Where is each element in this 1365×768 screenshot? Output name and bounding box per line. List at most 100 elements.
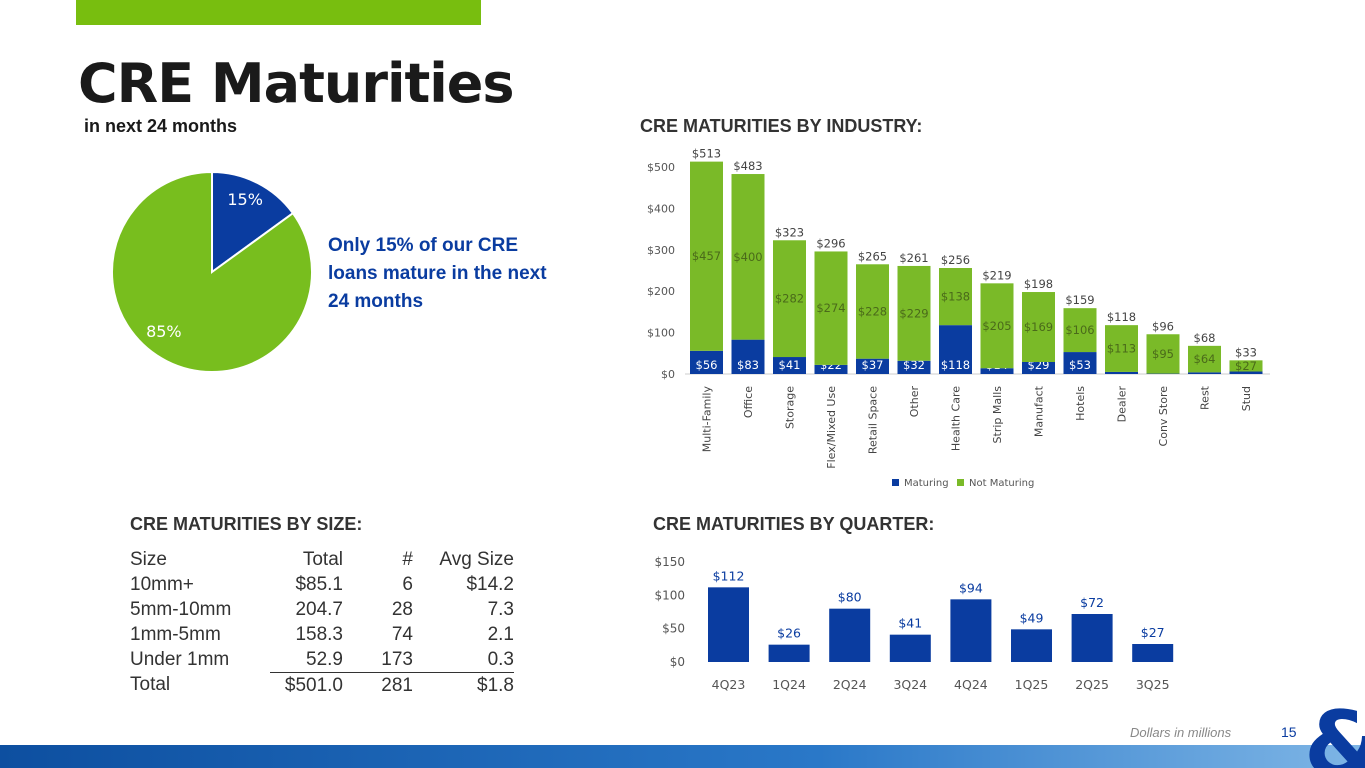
bar-maturing — [897, 360, 931, 374]
bar-value-label: $205 — [982, 319, 1011, 333]
pie-label: 15% — [227, 190, 263, 209]
bar-value-label: $282 — [775, 292, 804, 306]
x-tick-label: 3Q25 — [1136, 677, 1170, 692]
table-cell: 10mm+ — [130, 573, 194, 595]
y-tick-label: $0 — [670, 655, 685, 669]
x-tick-label: Retail Space — [867, 386, 880, 454]
table-cell: 2.1 — [487, 623, 514, 645]
bar-total-label: $33 — [1235, 345, 1257, 359]
bar-maturing — [939, 325, 972, 374]
bar-value-label: $169 — [1024, 320, 1053, 334]
bar-value-label: $26 — [777, 626, 801, 641]
table-cell: 281 — [381, 674, 413, 696]
bar-not-maturing — [1146, 334, 1180, 374]
bar — [889, 634, 931, 662]
x-tick-label: 4Q24 — [954, 677, 988, 692]
y-tick-label: $300 — [647, 244, 675, 257]
bar-maturing — [814, 364, 848, 374]
bar-total-label: $483 — [733, 159, 762, 173]
table-row: Total $501.0 281 $1.8 — [130, 673, 514, 699]
table-cell: 52.9 — [270, 647, 343, 673]
bar-value-label: $229 — [899, 306, 928, 320]
table-cell: 6 — [402, 573, 413, 595]
table-cell: $501.0 — [284, 674, 343, 696]
bar-not-maturing — [1229, 360, 1263, 372]
bar-not-maturing — [1188, 345, 1221, 373]
table-cell: 0.3 — [413, 647, 514, 673]
bar-value-label: $83 — [737, 358, 759, 372]
quarter-chart: $0 $50 $100 $150 $112 4Q23 $26 1Q24 $80 2Q24 $41 3Q… — [654, 555, 1174, 692]
legend-label: Not Maturing — [969, 478, 1034, 489]
bar-not-maturing — [856, 264, 889, 359]
bar — [768, 644, 810, 662]
bar-not-maturing — [814, 251, 848, 365]
bar-maturing — [773, 357, 806, 374]
bar-maturing — [690, 350, 723, 374]
x-tick-label: Other — [908, 386, 921, 418]
y-tick-label: $400 — [647, 202, 675, 215]
bar — [1011, 629, 1052, 662]
bar-total-label: $198 — [1024, 277, 1053, 291]
bar-value-label: $80 — [838, 590, 862, 605]
bar-not-maturing — [773, 240, 806, 358]
table-cell: $85.1 — [295, 573, 343, 595]
bar-value-label: $118 — [941, 358, 970, 372]
bar — [708, 587, 749, 662]
table-cell: 204.7 — [295, 598, 343, 620]
x-tick-label: Storage — [784, 386, 797, 429]
bar — [1071, 614, 1113, 662]
bar-maturing — [1188, 372, 1221, 374]
size-table: Size Total # Avg Size 10mm+ $85.1 6 $14.2 5m… — [130, 547, 514, 698]
table-row: 5mm-10mm 204.7 28 7.3 — [130, 597, 514, 622]
bar — [950, 599, 992, 662]
bar-not-maturing — [731, 174, 765, 340]
bar-not-maturing — [1022, 292, 1055, 362]
bar-maturing — [1105, 371, 1138, 374]
table-cell: Total — [130, 674, 171, 696]
x-tick-label: Rest — [1199, 385, 1212, 410]
bar-value-label: $64 — [1194, 352, 1216, 366]
x-tick-label: 2Q25 — [1075, 677, 1109, 692]
y-tick-label: $200 — [647, 285, 675, 298]
bar-total-label: $96 — [1152, 319, 1174, 333]
table-row: 1mm-5mm 158.3 74 2.1 — [130, 622, 514, 647]
y-tick-label: $500 — [647, 161, 675, 174]
bar-total-label: $265 — [858, 249, 887, 263]
industry-heading: CRE MATURITIES BY INDUSTRY: — [640, 116, 923, 136]
legend-swatch — [892, 479, 899, 486]
table-cell: 28 — [391, 598, 413, 620]
svg-text:&: & — [1304, 700, 1365, 768]
header-total: Total — [302, 548, 343, 570]
footnote: Dollars in millions — [1130, 725, 1232, 740]
bar-not-maturing — [690, 161, 723, 351]
table-cell: 158.3 — [295, 623, 343, 645]
page-number: 15 — [1281, 724, 1297, 740]
bar-total-label: $513 — [692, 147, 721, 161]
table-cell: 7.3 — [487, 598, 514, 620]
table-row: Under 1mm 52.9 173 0.3 — [130, 647, 514, 673]
pie-slice — [211, 170, 295, 274]
bar-value-label: $95 — [1152, 347, 1174, 361]
bar-total-label: $219 — [982, 268, 1011, 282]
bar-value-label: $56 — [696, 358, 718, 372]
bar-not-maturing — [980, 283, 1014, 369]
bar-value-label: $27 — [1141, 625, 1165, 640]
callout-text: Only 15% of our CRE loans mature in the … — [328, 235, 547, 312]
pie-label: 85% — [146, 322, 182, 341]
size-heading: CRE MATURITIES BY SIZE: — [130, 514, 363, 534]
quarter-heading: CRE MATURITIES BY QUARTER: — [653, 514, 935, 534]
footer-band — [0, 745, 1365, 768]
bar-total-label: $323 — [775, 225, 804, 239]
x-tick-label: Manufact — [1033, 385, 1046, 437]
bar — [1132, 644, 1174, 662]
bar-value-label: $400 — [733, 250, 762, 264]
bar-value-label: $49 — [1020, 610, 1044, 625]
x-tick-label: Conv Store — [1157, 386, 1170, 447]
table-cell: $14.2 — [466, 573, 514, 595]
bar-value-label: $228 — [858, 304, 887, 318]
bar-total-label: $159 — [1065, 293, 1094, 307]
header-count: # — [402, 548, 413, 570]
bar-maturing — [1063, 352, 1097, 374]
industry-chart: $0 $100 $200 $300 $400 $500 $56 $457 $513 Multi-F… — [647, 147, 1270, 489]
ampersand-logo: & — [1304, 700, 1365, 768]
